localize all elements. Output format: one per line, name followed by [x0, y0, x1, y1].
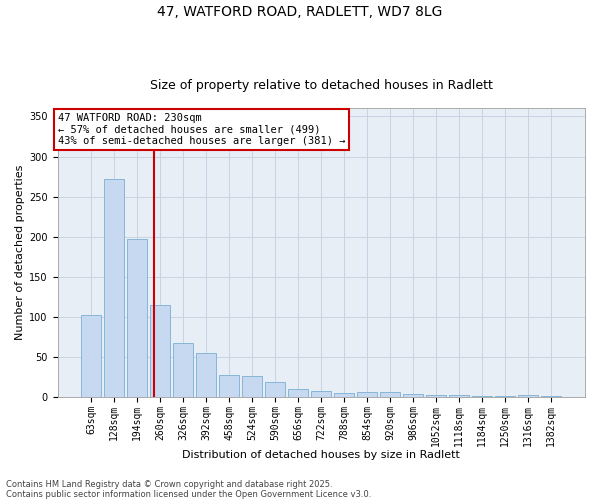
Bar [104, 179, 124, 397]
Bar [541, 396, 561, 397]
Bar [151, 305, 170, 397]
Bar [358, 392, 377, 397]
Bar [449, 394, 469, 397]
Bar [518, 396, 538, 397]
Title: Size of property relative to detached houses in Radlett: Size of property relative to detached ho… [150, 79, 493, 92]
Text: 47 WATFORD ROAD: 230sqm
← 57% of detached houses are smaller (499)
43% of semi-d: 47 WATFORD ROAD: 230sqm ← 57% of detache… [58, 113, 346, 146]
Bar [127, 239, 147, 397]
Bar [265, 382, 285, 397]
Bar [196, 353, 216, 397]
Y-axis label: Number of detached properties: Number of detached properties [15, 165, 25, 340]
Bar [334, 393, 354, 397]
Bar [289, 389, 308, 397]
Bar [82, 316, 101, 397]
Bar [472, 396, 492, 397]
X-axis label: Distribution of detached houses by size in Radlett: Distribution of detached houses by size … [182, 450, 460, 460]
Bar [380, 392, 400, 397]
Text: 47, WATFORD ROAD, RADLETT, WD7 8LG: 47, WATFORD ROAD, RADLETT, WD7 8LG [157, 5, 443, 19]
Bar [403, 394, 423, 397]
Bar [311, 390, 331, 397]
Bar [242, 376, 262, 397]
Bar [220, 376, 239, 397]
Bar [427, 396, 446, 397]
Text: Contains HM Land Registry data © Crown copyright and database right 2025.
Contai: Contains HM Land Registry data © Crown c… [6, 480, 371, 499]
Bar [173, 344, 193, 397]
Bar [496, 396, 515, 397]
